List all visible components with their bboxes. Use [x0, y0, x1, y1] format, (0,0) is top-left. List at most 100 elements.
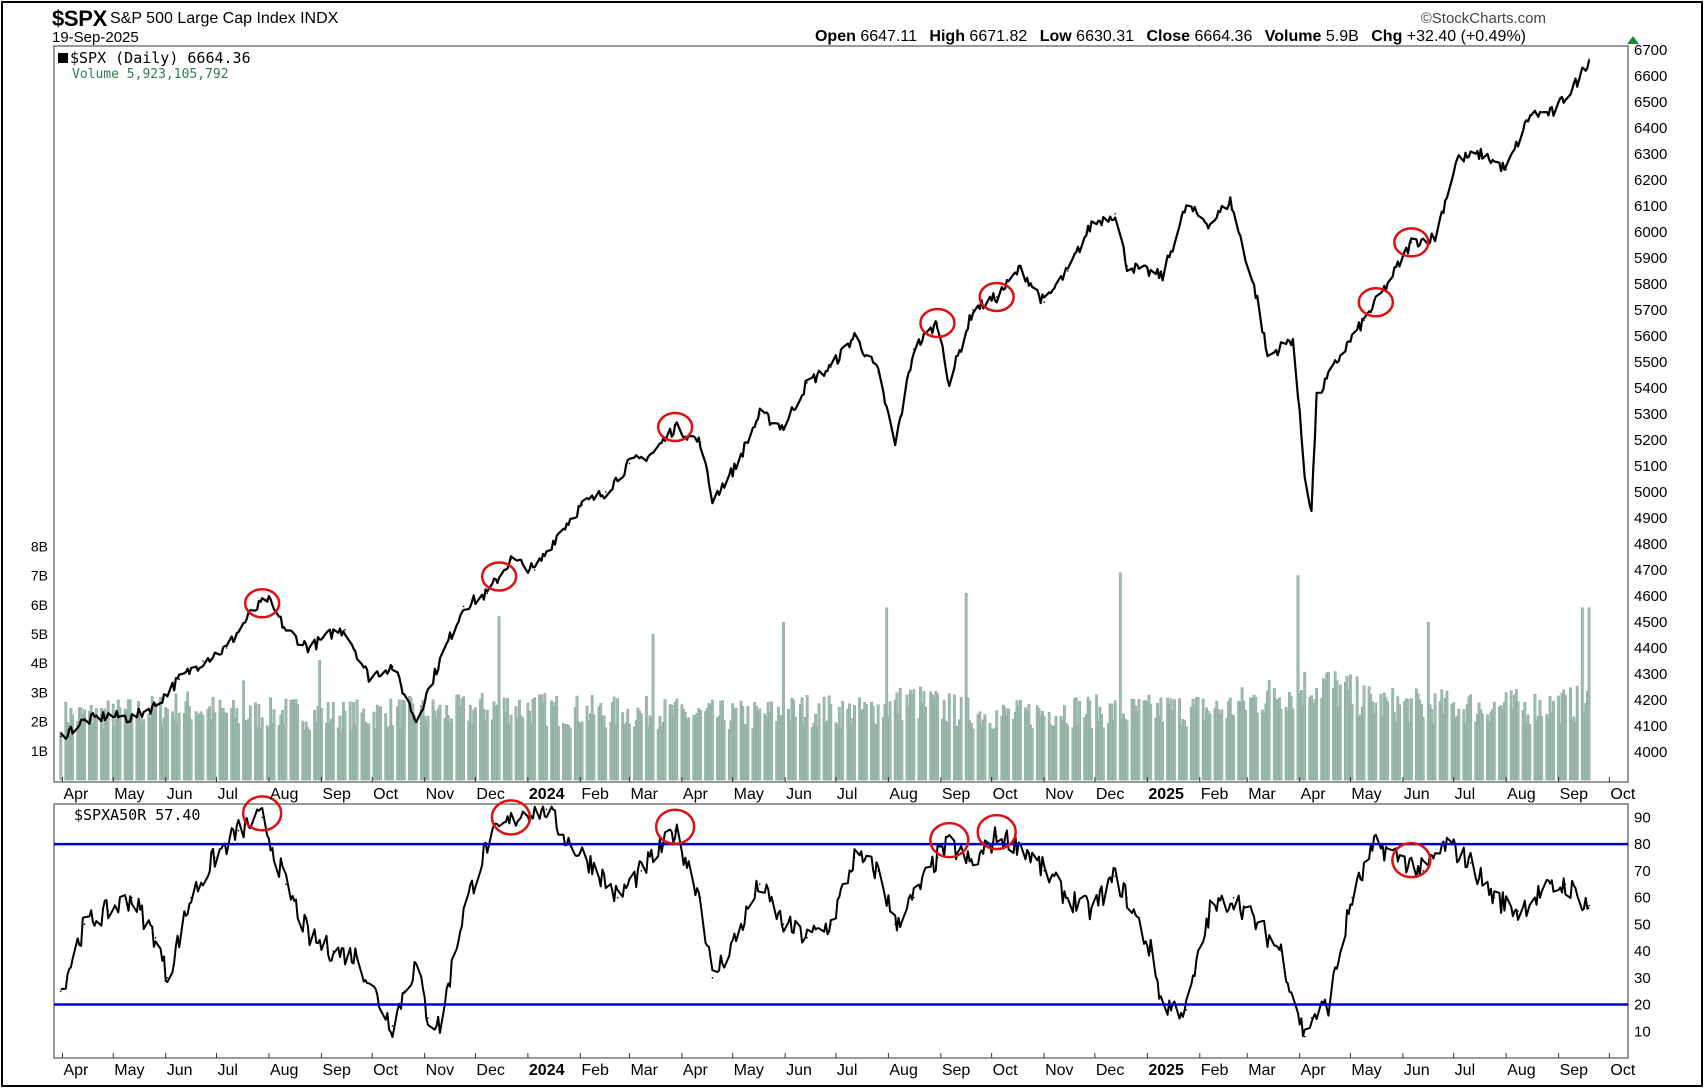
price-point [699, 441, 702, 444]
price-x-label: Apr [63, 786, 89, 803]
volume-bar [1457, 708, 1461, 781]
volume-bar [1409, 698, 1413, 781]
volume-bar [1296, 575, 1300, 781]
volume-bar [805, 695, 809, 781]
volume-bar [284, 698, 288, 781]
volume-bar [1326, 672, 1330, 781]
volume-bar [402, 700, 406, 781]
indicator-point [593, 864, 595, 867]
indicator-x-label: Jul [217, 1062, 237, 1079]
price-x-label: Feb [1201, 786, 1229, 803]
volume-bar [1137, 699, 1141, 781]
price-point [439, 660, 441, 662]
volume-bar [213, 712, 217, 781]
indicator-x-label: Oct [1610, 1062, 1635, 1079]
price-point [972, 309, 974, 311]
indicator-highlight-circle [241, 795, 283, 832]
price-point [285, 629, 287, 631]
high-label: High [929, 28, 965, 45]
volume-bar [1580, 607, 1584, 781]
price-point [912, 348, 915, 350]
volume-bar [651, 633, 655, 781]
indicator-point [1310, 1017, 1313, 1019]
price-point [1339, 354, 1342, 357]
indicator-point [806, 936, 808, 939]
indicator-point [1422, 870, 1425, 872]
price-point [1019, 267, 1022, 270]
price-series [59, 58, 1591, 740]
indicator-x-label: 2024 [529, 1062, 565, 1079]
indicator-point [59, 990, 62, 992]
volume-bar [580, 721, 584, 781]
price-tick-label: 4700 [1634, 562, 1667, 579]
indicator-point [545, 808, 548, 811]
volume-bar [604, 727, 608, 781]
price-point [391, 665, 394, 667]
highlight-circles [241, 227, 1432, 879]
indicator-x-label: Dec [476, 1062, 504, 1079]
volume-bar [1398, 704, 1401, 781]
volume-label: Volume [1264, 28, 1322, 45]
close-value: 6664.36 [1194, 28, 1253, 45]
price-point [415, 720, 417, 722]
indicator-point [758, 883, 761, 886]
price-point [332, 631, 335, 634]
volume-bar [474, 707, 477, 781]
volume-bar [885, 607, 889, 781]
price-tick-label: 6600 [1634, 68, 1667, 85]
price-point [107, 714, 109, 717]
volume-bar [628, 723, 631, 781]
volume-bar [83, 709, 86, 781]
close-label: Close [1146, 28, 1191, 45]
volume-bar [367, 723, 371, 781]
price-point [877, 371, 880, 374]
price-point [1363, 319, 1365, 322]
indicator-point [782, 923, 785, 926]
price-highlight-circle [1393, 227, 1430, 258]
volume-bar [165, 708, 169, 781]
indicator-point [1090, 910, 1093, 912]
volume-bar [936, 693, 939, 781]
indicator-point [1280, 950, 1282, 952]
volume-bar [1315, 687, 1319, 781]
price-tick-label: 6200 [1634, 172, 1667, 189]
volume-bar [1196, 696, 1200, 781]
indicator-x-label: Sep [942, 1062, 971, 1079]
indicator-x-label: Jun [167, 1062, 193, 1079]
volume-bar [639, 713, 643, 781]
price-point [83, 720, 86, 722]
price-point [131, 717, 133, 719]
volume-bar [1552, 700, 1555, 781]
volume-tick-label: 7B [31, 568, 48, 584]
price-point [1386, 283, 1389, 285]
volume-bar [770, 701, 774, 781]
indicator-tick-label: 80 [1634, 836, 1651, 853]
price-point [995, 296, 998, 298]
volume-bar [663, 699, 667, 781]
volume-bar [1480, 713, 1484, 781]
indicator-x-label: Jun [1404, 1062, 1430, 1079]
price-x-label: May [114, 786, 144, 803]
volume-bar [1587, 607, 1591, 781]
volume-bar [1303, 671, 1307, 781]
price-tick-label: 6100 [1634, 198, 1667, 215]
price-x-label: Nov [1045, 786, 1073, 803]
open-value: 6647.11 [860, 28, 917, 45]
indicator-point [674, 829, 676, 832]
volume-bar [320, 708, 323, 781]
volume-bar [841, 701, 845, 781]
indicator-point [1517, 910, 1519, 912]
price-point [1456, 158, 1458, 160]
volume-bar [521, 717, 525, 781]
volume-bar [59, 731, 63, 781]
price-tick-label: 5900 [1634, 250, 1667, 267]
volume-bar [1563, 694, 1567, 781]
volume-bar [675, 698, 679, 781]
indicator-point [699, 896, 702, 899]
indicator-point [1114, 875, 1116, 877]
indicator-x-label: Sep [1560, 1062, 1589, 1079]
price-x-label: Oct [373, 786, 398, 803]
volume-bar [1161, 721, 1165, 781]
volume-bar [497, 616, 501, 781]
